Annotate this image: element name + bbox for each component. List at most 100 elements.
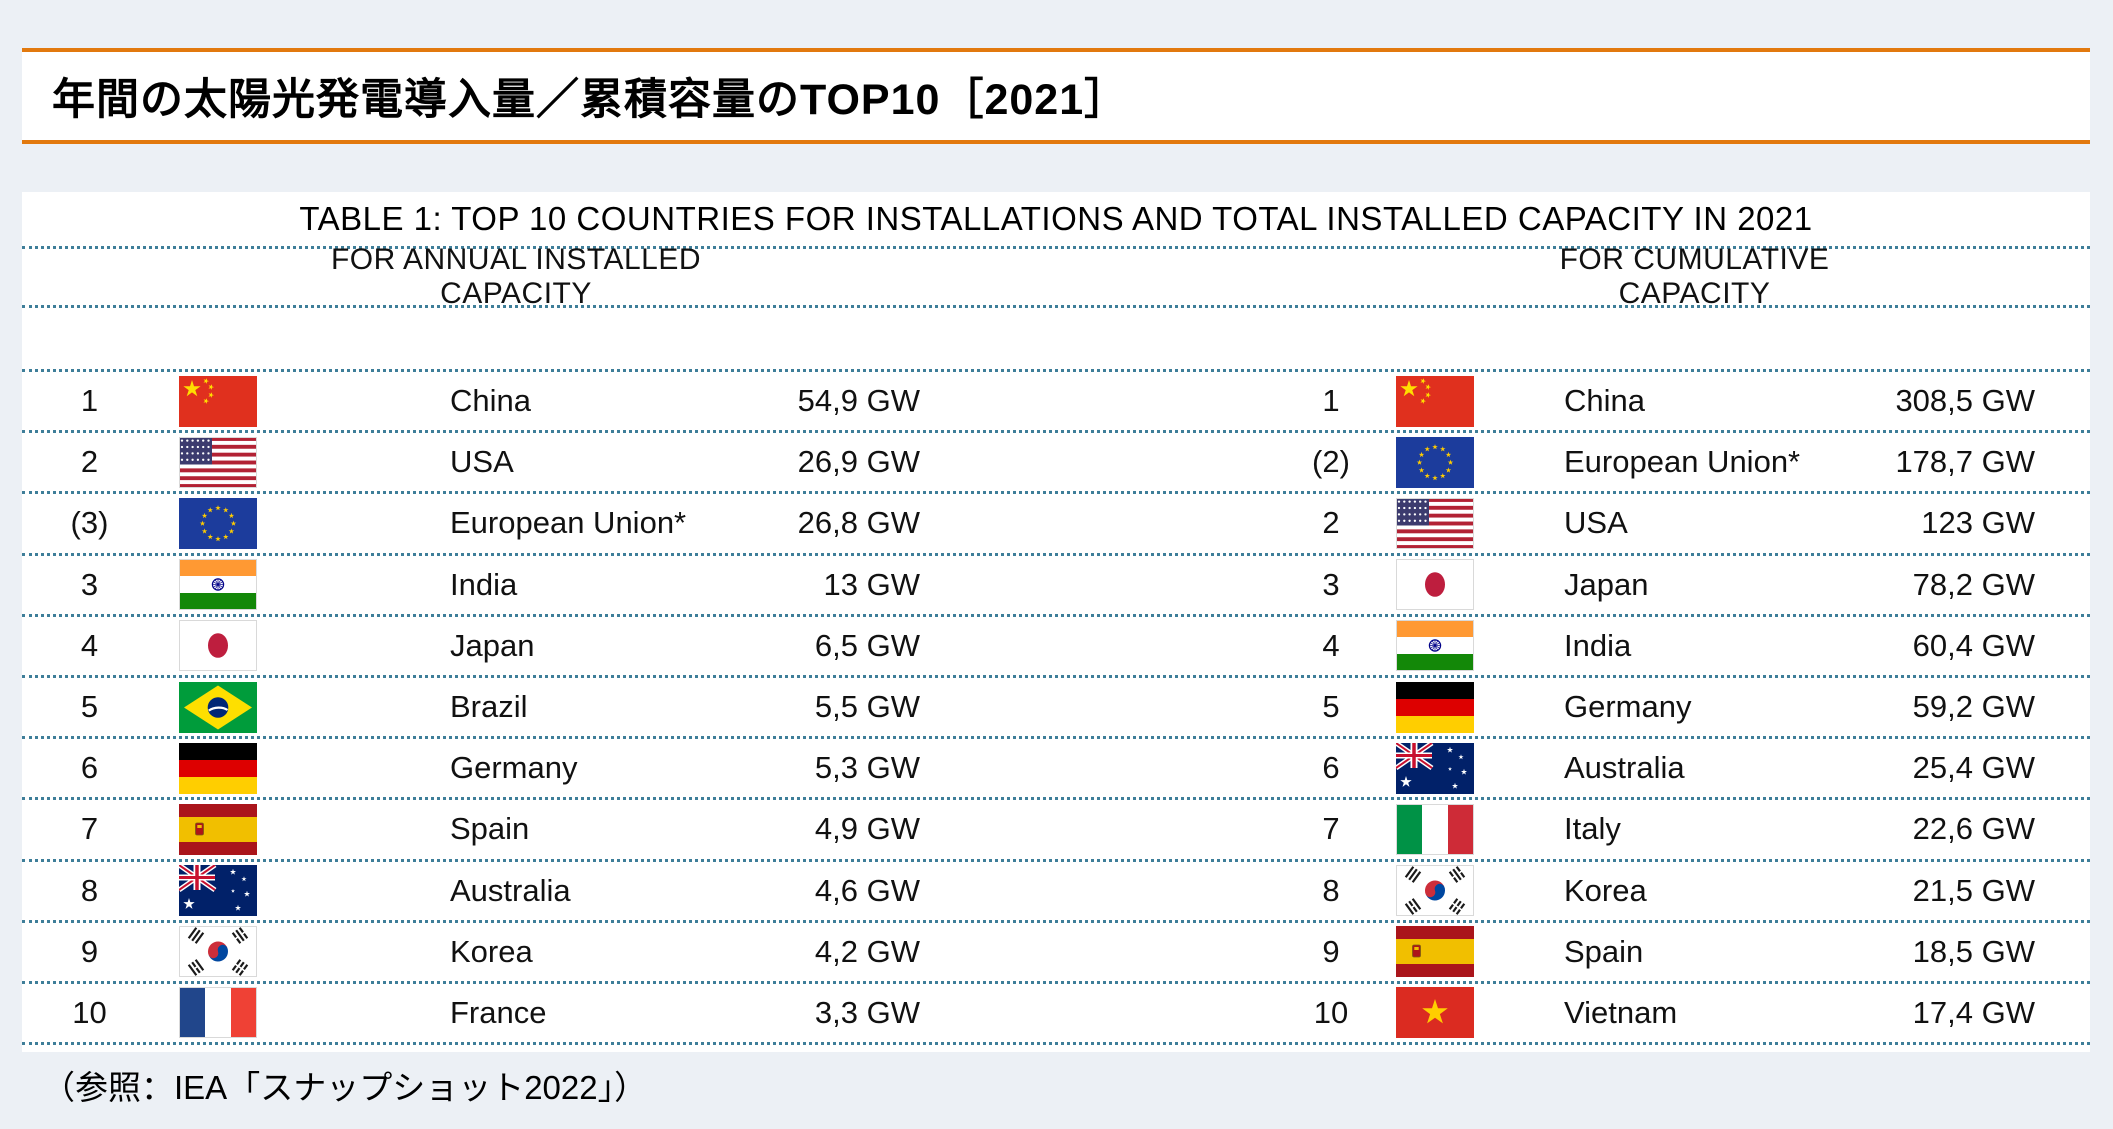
page-title-bar: 年間の太陽光発電導入量／累積容量のTOP10［2021］ [22, 48, 2090, 144]
japan-flag-icon [179, 620, 257, 672]
table-row: 5 Brazil 5,5 GW 5 Germany 59,2 GW [22, 678, 2090, 740]
table-row: 3 India 13 GW 3 Japan 78,2 GW [22, 556, 2090, 617]
flag-cell [157, 681, 450, 733]
capacity-value: 4,2 GW [814, 933, 920, 969]
country-label: Spain [450, 811, 530, 847]
capacity-cell: 308,5 GW [1864, 383, 2035, 419]
capacity-value: 6,5 GW [814, 627, 920, 663]
rank-cell: (2) [1266, 444, 1396, 480]
country-cell: India [450, 567, 750, 603]
flag-cell [157, 497, 450, 549]
country-label: Germany [450, 750, 578, 786]
rank-label: 8 [80, 872, 99, 908]
usa-flag-icon [1396, 497, 1474, 549]
rank-cell: 4 [22, 628, 157, 664]
country-label: China [450, 383, 531, 419]
capacity-cell: 4,9 GW [750, 811, 920, 847]
rank-label: 9 [1322, 933, 1340, 969]
cumulative-entry: 6 Australia 25,4 GW [1056, 739, 2090, 797]
table-row: 10 France 3,3 GW 10 Vietnam 17,4 GW [22, 984, 2090, 1046]
country-cell: Italy [1564, 811, 1864, 847]
right-table-header: FOR CUMULATIVE CAPACITY [1559, 243, 1830, 310]
capacity-cell: 13 GW [750, 567, 920, 603]
rank-cell: 5 [22, 689, 157, 725]
capacity-cell: 22,6 GW [1864, 811, 2035, 847]
rank-label: 2 [1322, 505, 1340, 541]
rank-cell: 1 [1266, 383, 1396, 419]
france-flag-icon [179, 987, 257, 1039]
cumulative-entry: 3 Japan 78,2 GW [1056, 556, 2090, 614]
flag-cell [1396, 926, 1564, 978]
rank-label: 7 [80, 811, 99, 847]
flag-cell [157, 926, 450, 978]
country-cell: USA [450, 444, 750, 480]
rank-cell: 3 [22, 567, 157, 603]
capacity-value: 3,3 GW [814, 994, 920, 1030]
country-label: Italy [1564, 811, 1621, 847]
capacity-value: 17,4 GW [1912, 994, 2035, 1030]
annual-entry: 1 China 54,9 GW [22, 372, 1056, 430]
flag-cell [1396, 436, 1564, 488]
rank-label: 3 [80, 566, 99, 602]
italy-flag-icon [1396, 803, 1474, 855]
country-cell: Spain [450, 811, 750, 847]
capacity-value: 18,5 GW [1912, 933, 2035, 969]
country-label: France [450, 994, 547, 1030]
country-cell: India [1564, 628, 1864, 664]
country-cell: Spain [1564, 934, 1864, 970]
annual-entry: (3) European Union* 26,8 GW [22, 494, 1056, 552]
rank-label: 3 [1322, 566, 1340, 602]
china-flag-icon [179, 375, 257, 427]
capacity-value: 4,6 GW [814, 872, 920, 908]
table-title: TABLE 1: TOP 10 COUNTRIES FOR INSTALLATI… [22, 192, 2090, 249]
rank-cell: 2 [22, 444, 157, 480]
country-label: USA [1564, 505, 1628, 541]
brazil-flag-icon [179, 681, 257, 733]
eu-flag-icon [179, 497, 257, 549]
table-row: 4 Japan 6,5 GW 4 India 60,4 GW [22, 617, 2090, 678]
capacity-cell: 123 GW [1864, 505, 2035, 541]
vietnam-flag-icon [1396, 987, 1474, 1039]
country-label: Spain [1564, 933, 1644, 969]
capacity-cell: 6,5 GW [750, 628, 920, 664]
table-row: 2 USA 26,9 GW (2) European Union* 178,7 … [22, 433, 2090, 495]
annual-entry: 9 Korea 4,2 GW [22, 923, 1056, 981]
capacity-value: 26,9 GW [797, 444, 920, 480]
table-panel: TABLE 1: TOP 10 COUNTRIES FOR INSTALLATI… [22, 192, 2090, 1052]
table-row: 7 Spain 4,9 GW 7 Italy 22,6 GW [22, 800, 2090, 862]
capacity-value: 59,2 GW [1912, 689, 2035, 725]
rank-cell: 6 [1266, 750, 1396, 786]
annual-entry: 10 France 3,3 GW [22, 984, 1056, 1042]
capacity-cell: 21,5 GW [1864, 873, 2035, 909]
country-label: Korea [450, 933, 533, 969]
country-label: India [450, 566, 518, 602]
cumulative-entry: 10 Vietnam 17,4 GW [1056, 984, 2090, 1042]
capacity-value: 5,3 GW [814, 750, 920, 786]
table-row: 6 Germany 5,3 GW 6 Australia 25,4 GW [22, 739, 2090, 801]
cumulative-entry: 9 Spain 18,5 GW [1056, 923, 2090, 981]
country-label: Australia [450, 872, 571, 908]
india-flag-icon [179, 559, 257, 611]
rank-cell: 7 [22, 811, 157, 847]
table-row: 9 Korea 4,2 GW 9 Spain 18,5 GW [22, 923, 2090, 984]
flag-cell [1396, 865, 1564, 917]
annual-entry: 2 USA 26,9 GW [22, 433, 1056, 491]
korea-flag-icon [1396, 865, 1474, 917]
rank-label: 5 [80, 689, 99, 725]
annual-entry: 4 Japan 6,5 GW [22, 617, 1056, 675]
flag-cell [1396, 620, 1564, 672]
column-headers: FOR ANNUAL INSTALLED CAPACITY FOR CUMULA… [22, 243, 2090, 310]
capacity-cell: 4,6 GW [750, 873, 920, 909]
korea-flag-icon [179, 926, 257, 978]
rank-label: 5 [1322, 689, 1340, 725]
table-row: 8 Australia 4,6 GW 8 Korea 21,5 GW [22, 862, 2090, 923]
capacity-cell: 5,3 GW [750, 750, 920, 786]
cumulative-entry: 2 USA 123 GW [1056, 494, 2090, 552]
capacity-cell: 3,3 GW [750, 995, 920, 1031]
rank-label: 7 [1322, 811, 1340, 847]
rank-label: 1 [1322, 383, 1340, 419]
country-label: China [1564, 383, 1645, 419]
rank-cell: 1 [22, 383, 157, 419]
rank-cell: 4 [1266, 628, 1396, 664]
flag-cell [157, 375, 450, 427]
